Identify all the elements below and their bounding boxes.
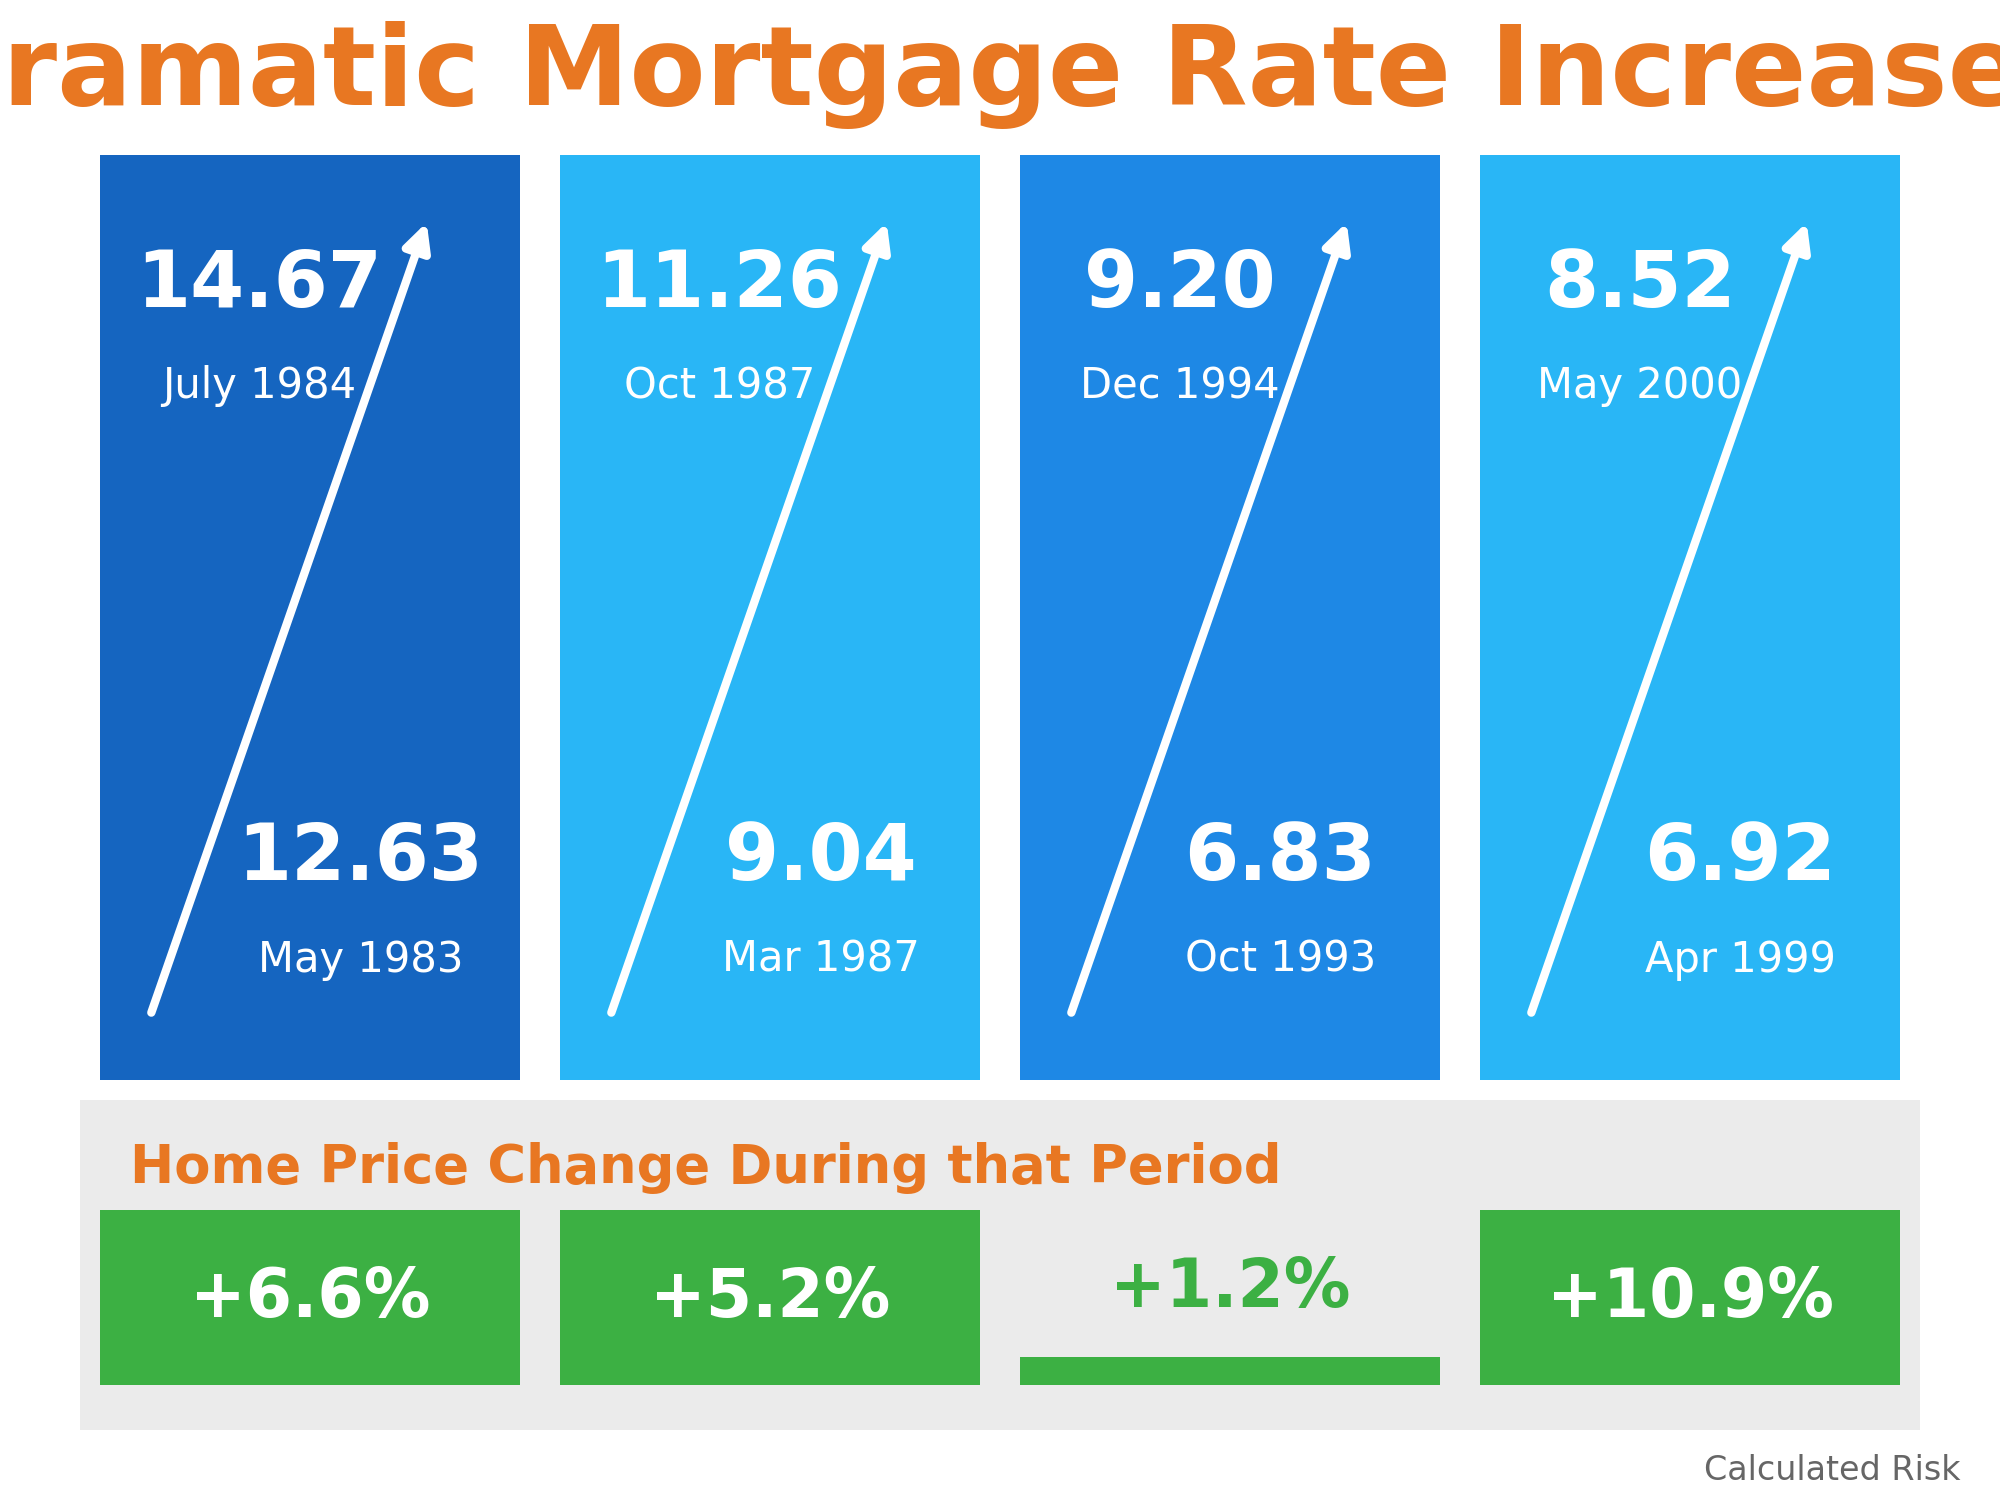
Text: 14.67: 14.67 (136, 246, 382, 322)
Text: May 2000: May 2000 (1536, 366, 1742, 408)
Text: May 1983: May 1983 (258, 939, 464, 981)
Text: +1.2%: +1.2% (1110, 1254, 1350, 1320)
Bar (1480, 154, 1900, 1080)
Bar (1020, 154, 1440, 1080)
Text: July 1984: July 1984 (162, 366, 356, 408)
Text: 9.20: 9.20 (1084, 246, 1276, 322)
Text: Home Price Change During that Period: Home Price Change During that Period (130, 1142, 1282, 1194)
Bar (1020, 1358, 1440, 1384)
Text: Mar 1987: Mar 1987 (722, 939, 920, 981)
Text: Oct 1993: Oct 1993 (1184, 939, 1376, 981)
Bar (80, 1100, 1920, 1430)
Text: 11.26: 11.26 (596, 246, 842, 322)
Text: Apr 1999: Apr 1999 (1644, 939, 1836, 981)
Text: Dramatic Mortgage Rate Increases: Dramatic Mortgage Rate Increases (0, 21, 2000, 129)
Bar (560, 154, 980, 1080)
Text: +10.9%: +10.9% (1546, 1264, 1834, 1330)
Text: Calculated Risk: Calculated Risk (1704, 1454, 1960, 1486)
Text: 6.92: 6.92 (1644, 821, 1836, 896)
Text: 6.83: 6.83 (1184, 821, 1376, 896)
Bar (560, 1210, 980, 1384)
Text: Dec 1994: Dec 1994 (1080, 366, 1280, 408)
Bar (1480, 1210, 1900, 1384)
Text: 9.04: 9.04 (724, 821, 916, 896)
Text: Oct 1987: Oct 1987 (624, 366, 816, 408)
Text: 12.63: 12.63 (238, 821, 484, 896)
Text: +6.6%: +6.6% (190, 1264, 430, 1330)
Text: 8.52: 8.52 (1544, 246, 1736, 322)
Bar (100, 154, 520, 1080)
Text: +5.2%: +5.2% (650, 1264, 890, 1330)
Bar (100, 1210, 520, 1384)
